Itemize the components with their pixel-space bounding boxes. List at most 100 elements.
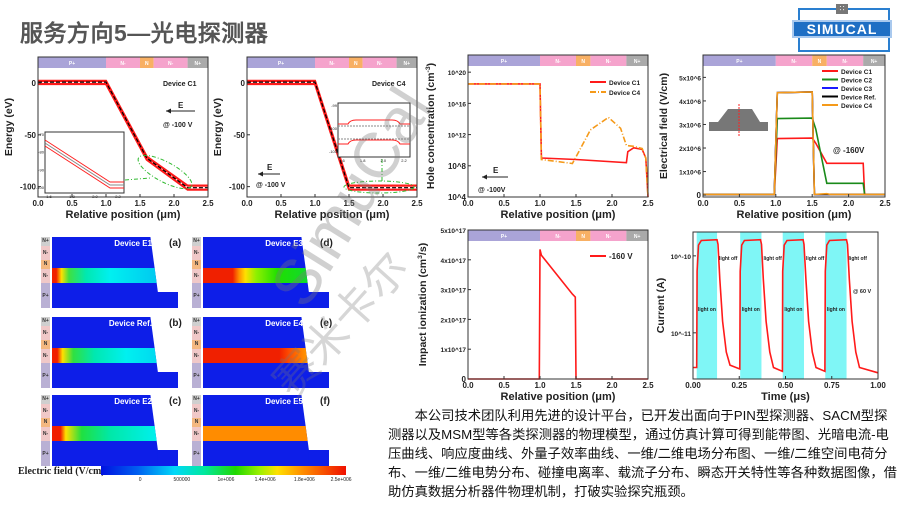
- device-name: Device E4: [265, 319, 303, 328]
- y-axis-label: Electrical field (V/cm): [658, 73, 670, 179]
- x-tick-label: 0.25: [731, 381, 747, 390]
- layer-strip-segment: [140, 57, 154, 68]
- x-tick-label: 1.0: [534, 199, 546, 208]
- device-name: Device E1: [114, 239, 152, 248]
- x-tick-label: 1.5: [570, 199, 582, 208]
- legend-label: Device C4: [609, 90, 640, 97]
- label-text: Electrical field (V/cm): [658, 73, 670, 179]
- chart-band-c1: P+ N- N N- N+ 0.0 0.5 1.0 1.5 2.0 2.5 0 -50 -100 Relat…: [3, 56, 214, 221]
- inset-series-line: [338, 119, 410, 125]
- layer-strip-segment: [590, 55, 627, 66]
- multiplication-layer-field: [52, 268, 158, 284]
- series-line: [693, 238, 879, 374]
- layer-label: P+: [192, 441, 201, 466]
- heatmap-panel: N+ N- N N- P+ Device E2 (c): [41, 395, 181, 466]
- y-tick-label: 10^4: [448, 193, 467, 202]
- field-map: Device E4 (e): [203, 317, 332, 388]
- legend-label: Device C2: [841, 78, 872, 85]
- label-text: Time (μs): [761, 391, 810, 403]
- x-tick-label: 0.5: [66, 199, 78, 208]
- heatmap-panel: N+ N- N N- P+ Device E5 (f): [192, 395, 332, 466]
- label-text: Impact ionization (cm: [417, 259, 429, 366]
- series-line: [468, 83, 649, 198]
- inset-y-tick: -100: [36, 185, 45, 190]
- chart-hole-concentration: P+ N- N N- N+ 0.0 0.5 1.0 1.5 2.0 2.5 10^4 10^8 10^12…: [425, 54, 654, 221]
- legend-label: Device C3: [841, 86, 872, 93]
- layer-strip-label: P+: [278, 61, 284, 67]
- layer-strip-label: N-: [329, 61, 335, 67]
- x-tick-label: 0.0: [32, 199, 44, 208]
- x-tick-label: 2.0: [843, 199, 855, 208]
- zoom-ellipse: [137, 154, 193, 190]
- x-tick-label: 0.75: [824, 381, 840, 390]
- inset-plot: 1.6 1.8 2.0 2.2 -99 -100 -103: [329, 102, 411, 163]
- inset-frame: [337, 102, 411, 158]
- multiplication-layer-field: [52, 426, 158, 442]
- bias-label: @ -160V: [833, 146, 865, 155]
- light-off-label: light off: [806, 256, 825, 262]
- layer-strip-label: P+: [736, 59, 742, 65]
- x-axis-label: Relative position (μm): [66, 209, 181, 221]
- mesa-region: [52, 237, 158, 308]
- panel-letter: (b): [169, 318, 182, 329]
- layer-labels: N+ N- N N- P+: [41, 395, 50, 466]
- y-tick-label: 2x10^6: [679, 145, 701, 153]
- x-tick-label: 0.5: [498, 381, 510, 390]
- series-line: [247, 82, 417, 191]
- y-tick-label: 5x10^17: [441, 227, 467, 235]
- layer-strip-label: N-: [555, 59, 561, 65]
- inset-series-line: [44, 139, 124, 183]
- y-axis-label: Energy (eV): [212, 98, 224, 156]
- light-on-band: [782, 232, 804, 379]
- layer-label: N+: [192, 317, 201, 326]
- chart-electrical-field: P+ N- N N- N+ 0.0 0.5 1.0 1.5 2.0 2.5 0 1x10^6 2x10^6…: [658, 54, 891, 221]
- colorbar-ticks: 0 500000 1e+006 1.4e+006 1.8e+006 2.5e+0…: [101, 477, 352, 485]
- inset-x-tick: 1.8: [69, 194, 75, 199]
- layer-label: N: [192, 259, 201, 269]
- layer-label: N+: [41, 237, 50, 246]
- field-map: Device E5 (f): [203, 395, 330, 466]
- field-map: Device Ref. (b): [52, 317, 182, 388]
- layer-strip-segment: [106, 57, 140, 68]
- x-axis-label: Relative position (μm): [501, 209, 616, 221]
- zoom-connector: [124, 177, 151, 181]
- layer-label: N-: [192, 426, 201, 442]
- arrow-head-icon: [166, 108, 171, 114]
- logo-text: SIMUCAL: [792, 20, 892, 38]
- arrow-head-icon: [258, 171, 263, 177]
- y-tick-label: 1x10^6: [679, 169, 701, 177]
- y-axis-label: Energy (eV): [3, 98, 15, 156]
- light-on-band: [696, 232, 718, 379]
- layer-labels: N+ N- N N- P+: [192, 317, 201, 388]
- x-tick-label: 0.0: [241, 199, 253, 208]
- field-label: E: [267, 163, 273, 172]
- layer-label: N-: [41, 426, 50, 442]
- layer-strip-label: P+: [501, 234, 507, 240]
- layer-label: P+: [41, 283, 50, 308]
- layer-strip-segment: [576, 55, 591, 66]
- layer-strip-segment: [468, 55, 540, 66]
- x-tick-label: 0.50: [778, 381, 794, 390]
- chart-impact-ionization: P+ N- N N- N+ 0.0 0.5 1.0 1.5 2.0 2.5 0 1x10^17 2x10^…: [417, 227, 654, 403]
- layer-label: P+: [41, 363, 50, 388]
- inset-series-line: [44, 145, 124, 189]
- panel-letter: (a): [169, 238, 182, 249]
- label-text: ): [425, 63, 437, 67]
- multiplication-layer-field: [203, 268, 309, 284]
- label-text: Relative position (μm): [737, 209, 852, 221]
- layer-label: P+: [41, 441, 50, 466]
- x-tick-label: 2.0: [606, 199, 618, 208]
- layer-strip-label: N-: [377, 61, 383, 67]
- heatmap-panel: N+ N- N N- P+ Device E4 (e): [192, 317, 332, 388]
- y-tick-label: 10^16: [448, 100, 467, 108]
- mesa-region: [203, 237, 309, 308]
- layer-strip-label: N: [818, 59, 822, 65]
- x-axis-label: Relative position (μm): [275, 209, 390, 221]
- y-tick-label: 10^12: [448, 132, 467, 140]
- layer-label: N: [192, 339, 201, 349]
- inset-plot: 1.6 1.8 2.0 2.2 -70 -80 -90 -100: [36, 131, 125, 199]
- device-name: Device E5: [265, 397, 303, 406]
- plot-frame: [467, 229, 649, 380]
- y-axis-label: Hole concentration (cm-3): [425, 63, 437, 189]
- inset-y-tick: -70: [38, 132, 45, 137]
